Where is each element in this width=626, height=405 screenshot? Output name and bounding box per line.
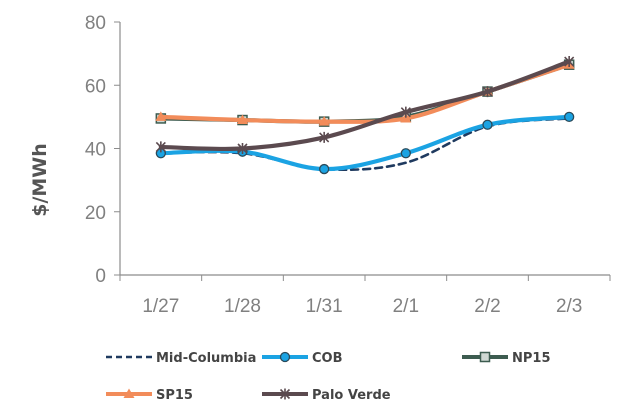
y-tick-label: 0	[95, 266, 106, 287]
x-tick-label: 2/3	[556, 296, 582, 317]
legend-marker-np15	[479, 351, 491, 363]
y-axis-label: $/MWh	[29, 143, 51, 217]
data-point-cob	[400, 148, 411, 159]
legend-item-cob: COB	[262, 351, 343, 366]
legend-label-cob: COB	[312, 351, 343, 366]
y-tick-label: 80	[85, 13, 106, 34]
x-tick-label: 2/2	[474, 296, 500, 317]
series-line-np15	[158, 62, 572, 124]
legend-item-sp15: SP15	[106, 388, 193, 403]
data-point-palo-verde	[400, 106, 411, 118]
y-tick-label: 60	[85, 76, 106, 97]
legend-label-sp15: SP15	[156, 388, 193, 403]
series-line-sp15	[158, 62, 572, 124]
data-point-palo-verde	[564, 56, 575, 68]
series-line-cob	[158, 114, 572, 172]
data-point-palo-verde	[482, 86, 493, 98]
series-np15	[155, 59, 575, 127]
data-point-sp15	[237, 114, 248, 125]
data-point-sp15	[318, 116, 330, 126]
data-point-cob	[319, 163, 330, 175]
x-tick-label: 1/31	[306, 296, 343, 317]
legend-label-mid-columbia: Mid-Columbia	[156, 351, 256, 366]
data-point-sp15	[400, 112, 412, 123]
legend-marker-palo-verde	[279, 388, 291, 400]
legend-item-np15: NP15	[462, 351, 551, 366]
legend-marker-sp15	[123, 388, 135, 398]
legend-label-palo-verde: Palo Verde	[312, 388, 391, 403]
data-point-palo-verde	[155, 141, 166, 153]
legend: Mid-Columbia COB NP15 SP15 Palo Verde	[106, 351, 551, 403]
y-tick-label: 20	[85, 203, 106, 224]
tick-labels: 0 20 40 60 80 1/27 1/28 1/31 2/1 2/2 2/3	[85, 13, 611, 317]
series-group	[155, 56, 575, 175]
data-point-palo-verde	[319, 131, 330, 143]
data-point-palo-verde	[237, 143, 248, 154]
legend-marker-cob	[279, 351, 291, 363]
series-sp15	[155, 59, 575, 126]
data-point-cob	[564, 111, 575, 123]
data-point-cob	[482, 119, 493, 130]
x-tick-label: 1/27	[142, 296, 179, 317]
series-palo-verde	[155, 56, 575, 154]
legend-item-mid-columbia: Mid-Columbia	[106, 351, 256, 366]
legend-label-np15: NP15	[512, 351, 551, 366]
legend-item-palo-verde: Palo Verde	[262, 388, 391, 403]
series-line-palo-verde	[158, 59, 572, 152]
series-cob	[155, 111, 575, 175]
x-tick-label: 1/28	[224, 296, 261, 317]
y-tick-label: 40	[85, 140, 106, 161]
x-tick-label: 2/1	[393, 296, 419, 317]
data-point-sp15	[155, 111, 167, 121]
